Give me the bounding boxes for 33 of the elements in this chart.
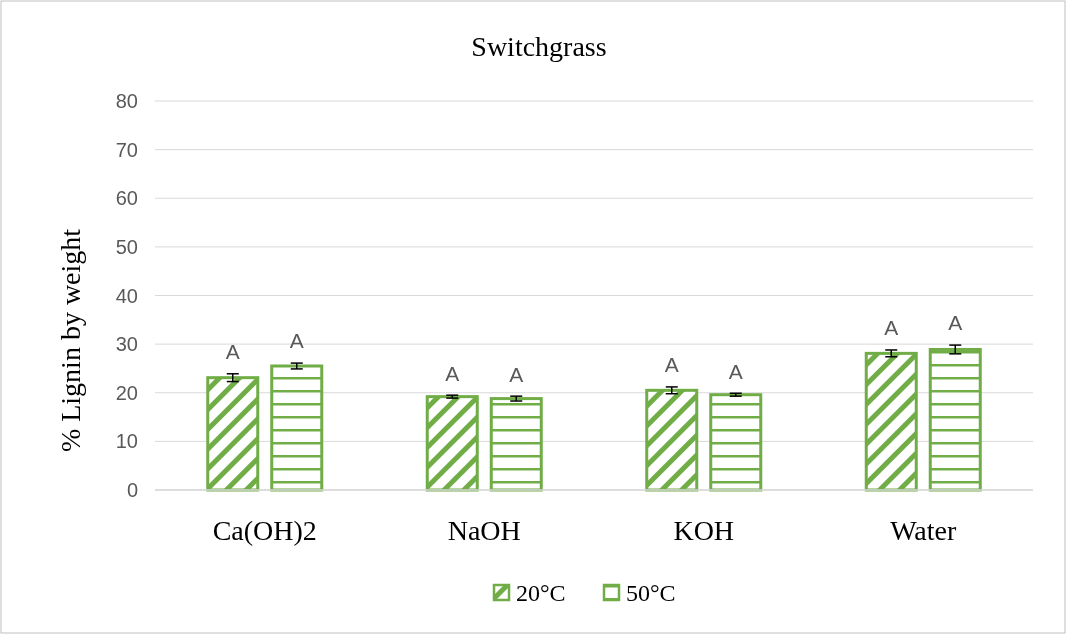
bar <box>928 347 982 492</box>
data-label: A <box>445 361 460 385</box>
chart-title: Switchgrass <box>471 31 607 62</box>
y-tick-label: 70 <box>115 138 138 161</box>
bar <box>645 388 699 492</box>
x-tick-label: Ca(OH)2 <box>212 515 317 546</box>
bar <box>270 364 324 492</box>
data-label: A <box>225 340 240 364</box>
y-tick-label: 20 <box>115 381 138 404</box>
legend-label: 50°C <box>626 580 676 607</box>
y-tick-label: 0 <box>126 479 138 501</box>
y-tick-label: 40 <box>115 284 138 307</box>
data-label: A <box>728 359 743 383</box>
legend-label: 20°C <box>516 580 566 607</box>
bar <box>425 395 479 492</box>
bar <box>864 351 918 492</box>
y-axis-title: % Lignin by weight <box>55 228 86 453</box>
data-label: A <box>884 316 899 340</box>
y-tick-label: 60 <box>115 187 138 210</box>
x-tick-label: Water <box>890 515 957 546</box>
bar <box>489 397 543 492</box>
data-label: A <box>948 311 963 335</box>
bar <box>709 393 763 492</box>
bar <box>206 376 260 492</box>
y-tick-label: 30 <box>115 333 138 356</box>
y-tick-label: 80 <box>115 90 138 112</box>
x-tick-label: KOH <box>673 515 735 546</box>
data-label: A <box>289 329 304 353</box>
y-tick-label: 10 <box>115 430 138 453</box>
y-tick-label: 50 <box>115 235 138 258</box>
data-label: A <box>509 362 524 386</box>
x-tick-label: NaOH <box>447 515 521 546</box>
data-label: A <box>664 353 679 377</box>
